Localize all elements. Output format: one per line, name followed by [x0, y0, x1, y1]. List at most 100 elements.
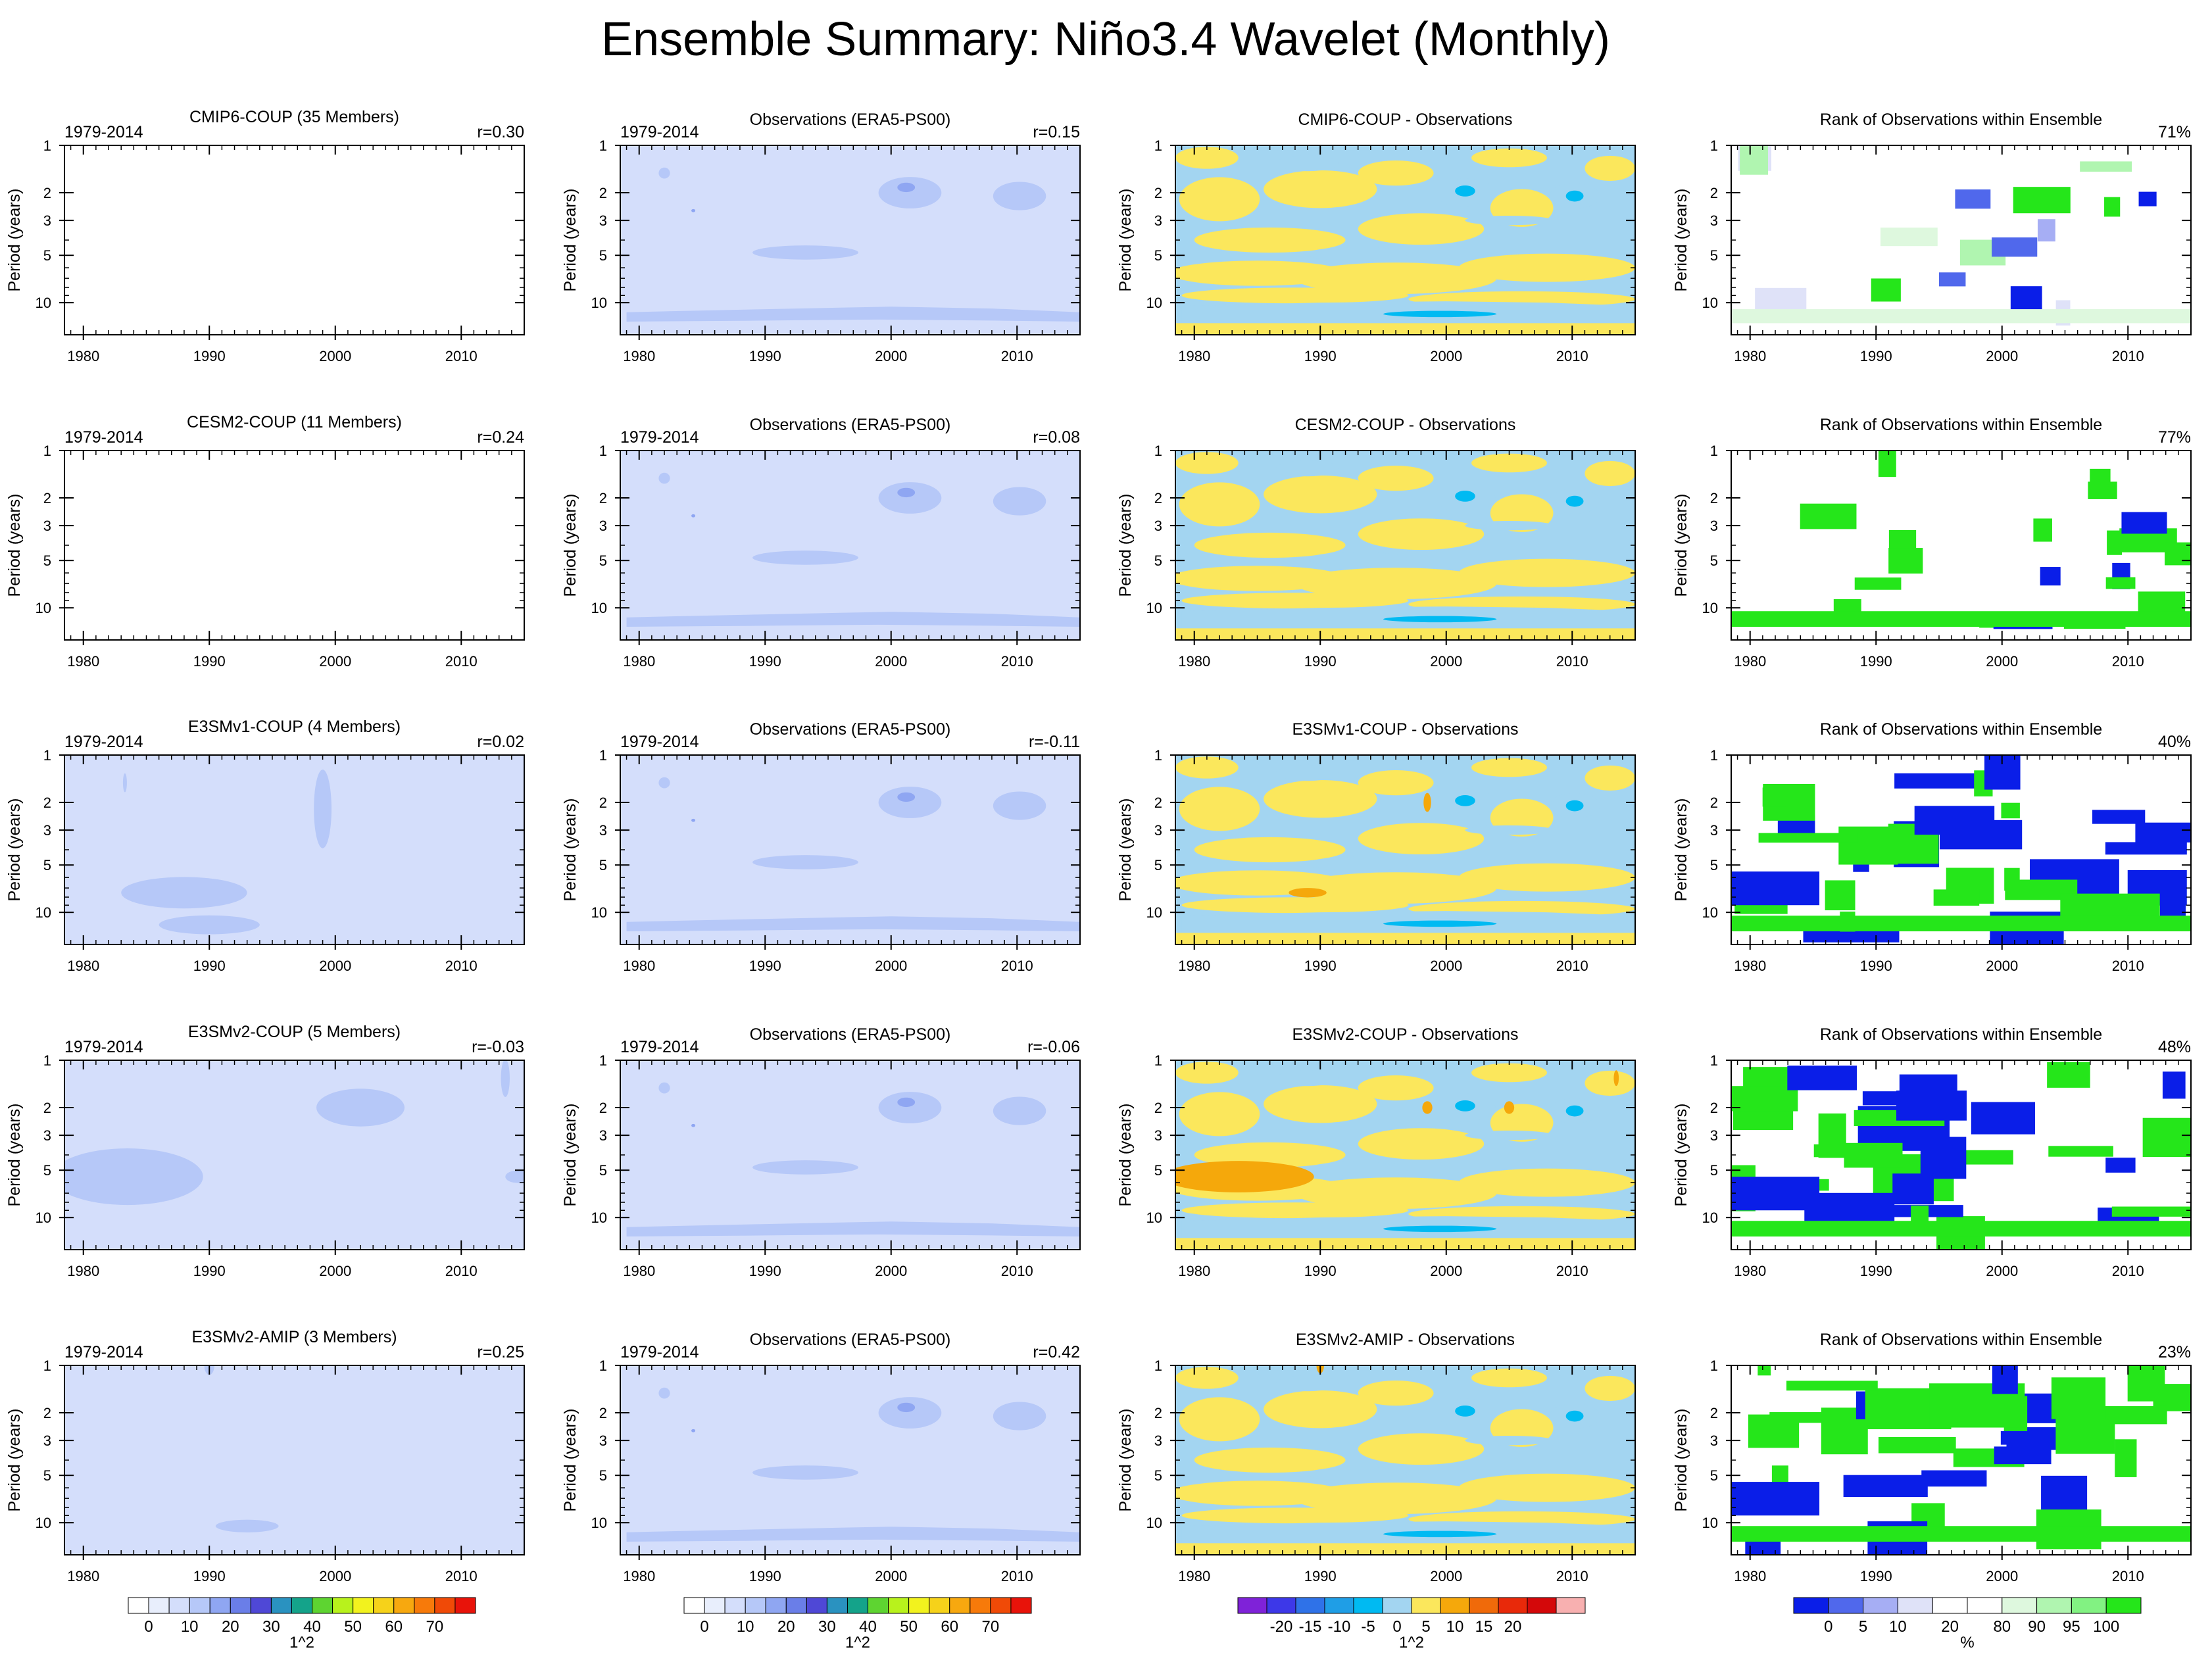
model-power-contour — [215, 1519, 279, 1532]
colorbar-swatch — [785, 1597, 807, 1614]
obs-power-contour — [658, 1387, 670, 1399]
panel-content — [1731, 451, 2191, 640]
diff-positive-region — [1471, 453, 1547, 473]
model-power-contour — [505, 1170, 524, 1183]
rank-low-cells — [1731, 1177, 1820, 1211]
diff-negative-core — [1455, 490, 1475, 502]
panel-rank-row4: 1 2 3 5 10 1980 1990 2000 2010 Period (years) Rank… — [1672, 1025, 2192, 1279]
diff-positive-region — [1471, 1368, 1547, 1388]
y-tick-label: 1 — [1154, 443, 1162, 459]
colorbar-swatch — [291, 1597, 313, 1614]
x-tick-label: 2010 — [1556, 348, 1588, 364]
panel-correlation: r=0.42 — [1033, 1343, 1080, 1361]
panel-diff-row2: 1 2 3 5 10 1980 1990 2000 2010 Period (years) CESM… — [1116, 416, 1636, 670]
panel-content — [620, 1060, 1080, 1250]
diff-negative-core — [1455, 185, 1475, 197]
y-tick-label: 10 — [1146, 1210, 1162, 1226]
y-tick-label: 5 — [599, 1467, 607, 1484]
rank-high-cells — [1786, 1381, 1878, 1391]
colorbar-swatch — [847, 1597, 869, 1614]
colorbar-swatch — [455, 1597, 476, 1614]
model-power-contour — [159, 915, 260, 935]
diff-positive-region — [1194, 1447, 1346, 1473]
rank-high-cells — [1731, 309, 2191, 324]
rank-low-cells — [1955, 189, 1991, 209]
x-tick-label: 1980 — [623, 348, 655, 364]
model-power-background — [64, 755, 524, 944]
obs-power-contour-peak — [897, 182, 916, 193]
colorbar-label: 50 — [900, 1618, 918, 1636]
diff-negative-region — [1465, 215, 1554, 226]
panel-content — [620, 451, 1080, 640]
diff-positive-region — [1264, 1085, 1377, 1123]
panel-obs-row4: 1 2 3 5 10 1980 1990 2000 2010 Period (years) Obse… — [561, 1025, 1081, 1279]
y-axis-label: Period (years) — [561, 1104, 579, 1207]
model-power-background — [64, 145, 524, 335]
colorbar-swatch — [826, 1597, 848, 1614]
obs-power-band-decadal — [626, 916, 1080, 932]
diff-negative-core — [1565, 495, 1584, 507]
x-tick-label: 1990 — [1860, 1568, 1892, 1584]
colorbar-swatch — [332, 1597, 354, 1614]
panel-correlation: r=0.30 — [477, 123, 524, 141]
rank-high-cells — [2107, 530, 2123, 555]
x-tick-label: 2000 — [875, 1568, 907, 1584]
panel-model-row5: 1 2 3 5 10 1980 1990 2000 2010 Period (years) E3SM… — [5, 1328, 525, 1584]
panel-content — [1175, 145, 1635, 335]
diff-positive-region — [1458, 1168, 1635, 1197]
diff-positive-region — [1179, 787, 1260, 831]
diff-positive-core — [1504, 1101, 1515, 1114]
obs-power-contour — [993, 1096, 1046, 1125]
x-tick-label: 1990 — [1304, 958, 1337, 974]
y-tick-label: 1 — [1710, 137, 1718, 154]
x-tick-label: 1990 — [1304, 348, 1337, 364]
diff-positive-region — [1294, 262, 1497, 295]
x-tick-label: 1980 — [67, 348, 99, 364]
diff-positive-region — [1458, 863, 1635, 892]
diff-positive-region — [1458, 1473, 1635, 1502]
diff-positive-region — [1181, 287, 1409, 304]
panel-title: Observations (ERA5-PS00) — [750, 1025, 951, 1044]
colorbar-label: 0 — [1392, 1618, 1401, 1636]
colorbar-swatch — [148, 1597, 170, 1614]
colorbar-label: -10 — [1328, 1618, 1351, 1636]
y-tick-label: 2 — [1154, 1100, 1162, 1116]
colorbar-label: 80 — [1993, 1618, 2011, 1636]
y-tick-label: 1 — [43, 1052, 51, 1069]
x-tick-label: 1990 — [193, 348, 226, 364]
x-tick-label: 1980 — [1178, 1568, 1210, 1584]
y-tick-label: 10 — [591, 295, 607, 311]
panel-title: Rank of Observations within Ensemble — [1820, 1025, 2102, 1044]
rank-high-cells — [2165, 542, 2191, 566]
diff-positive-region — [1264, 779, 1377, 818]
x-tick-label: 2010 — [1556, 1568, 1588, 1584]
diff-positive-core — [1613, 1070, 1619, 1087]
x-tick-label: 2000 — [319, 958, 351, 974]
x-tick-label: 2000 — [875, 653, 907, 670]
colorbar-label: 100 — [2093, 1618, 2119, 1636]
model-power-contour — [316, 1089, 405, 1127]
panel-content — [1175, 1365, 1635, 1555]
obs-power-band-decadal — [626, 1527, 1080, 1542]
panel-model-row4: 1 2 3 5 10 1980 1990 2000 2010 Period (years) E3SM… — [5, 1023, 525, 1279]
obs-power-contour — [752, 1160, 858, 1175]
rank-low-cells — [2000, 1431, 2037, 1445]
diff-positive-region — [1264, 170, 1377, 208]
panel-model-row1: 1 2 3 5 10 1980 1990 2000 2010 Period (years) CMIP… — [5, 108, 525, 364]
diff-positive-region — [1358, 1075, 1434, 1101]
x-tick-label: 2000 — [1430, 958, 1462, 974]
colorbar-swatch — [189, 1597, 210, 1614]
colorbar-swatch — [312, 1597, 333, 1614]
diff-positive-region — [1458, 558, 1635, 587]
colorbar-rank: 0 5 10 20 80 90 95 100% — [1793, 1597, 2142, 1652]
y-tick-label: 2 — [1154, 185, 1162, 201]
rank-high-cells — [1844, 1142, 1903, 1168]
colorbar-swatch — [2036, 1597, 2072, 1614]
rank-low-cells — [1892, 1173, 1934, 1205]
diff-positive-region — [1585, 460, 1635, 487]
rank-low-cells — [2105, 842, 2187, 855]
colorbar-swatch — [393, 1597, 415, 1614]
panel-model-row2: 1 2 3 5 10 1980 1990 2000 2010 Period (years) CESM… — [5, 413, 525, 670]
colorbar-label: 0 — [144, 1618, 153, 1636]
